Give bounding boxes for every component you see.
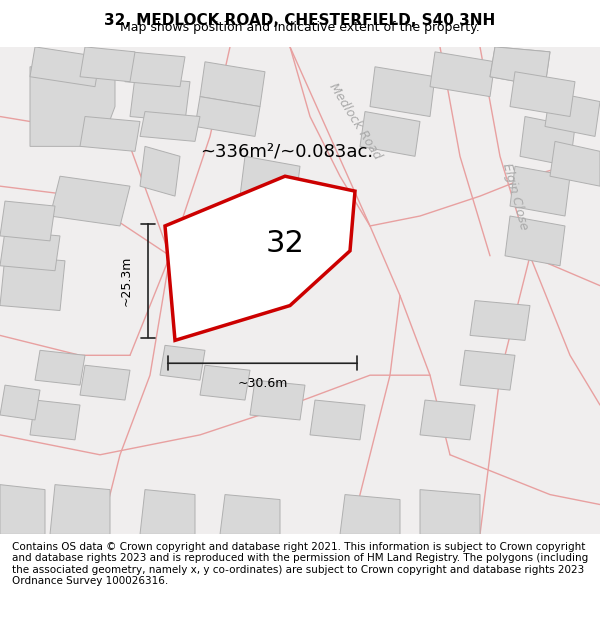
Polygon shape <box>140 146 180 196</box>
Polygon shape <box>490 47 550 87</box>
Polygon shape <box>370 67 435 116</box>
Polygon shape <box>490 47 550 87</box>
Polygon shape <box>420 400 475 440</box>
Polygon shape <box>0 484 45 534</box>
Polygon shape <box>220 494 280 534</box>
Polygon shape <box>80 365 130 400</box>
Polygon shape <box>35 351 85 385</box>
Polygon shape <box>0 231 60 271</box>
Polygon shape <box>195 97 260 136</box>
Polygon shape <box>520 116 575 166</box>
Polygon shape <box>510 166 570 216</box>
Polygon shape <box>430 52 495 97</box>
Polygon shape <box>140 489 195 534</box>
Polygon shape <box>200 365 250 400</box>
Text: ~30.6m: ~30.6m <box>238 377 287 389</box>
Polygon shape <box>165 176 355 341</box>
Text: Elgin Close: Elgin Close <box>500 161 530 231</box>
Polygon shape <box>30 67 115 146</box>
Polygon shape <box>200 62 265 107</box>
Polygon shape <box>240 211 295 251</box>
Text: 32: 32 <box>266 229 304 258</box>
Polygon shape <box>470 301 530 341</box>
Polygon shape <box>240 156 300 206</box>
Polygon shape <box>510 72 575 116</box>
Text: ~25.3m: ~25.3m <box>119 256 133 306</box>
Polygon shape <box>80 116 140 151</box>
Polygon shape <box>80 47 135 82</box>
Polygon shape <box>340 494 400 534</box>
Polygon shape <box>30 400 80 440</box>
Polygon shape <box>50 176 130 226</box>
Polygon shape <box>310 400 365 440</box>
Text: Medlock Road: Medlock Road <box>326 81 383 162</box>
Polygon shape <box>360 111 420 156</box>
Text: 32, MEDLOCK ROAD, CHESTERFIELD, S40 3NH: 32, MEDLOCK ROAD, CHESTERFIELD, S40 3NH <box>104 13 496 28</box>
Polygon shape <box>160 346 205 380</box>
Polygon shape <box>125 52 185 87</box>
Polygon shape <box>50 484 110 534</box>
Text: Contains OS data © Crown copyright and database right 2021. This information is : Contains OS data © Crown copyright and d… <box>12 542 588 586</box>
Polygon shape <box>0 256 65 311</box>
Polygon shape <box>130 77 190 121</box>
Polygon shape <box>460 351 515 390</box>
Polygon shape <box>0 201 55 241</box>
Polygon shape <box>235 251 290 291</box>
Polygon shape <box>30 47 100 87</box>
Polygon shape <box>545 92 600 136</box>
Polygon shape <box>0 385 40 420</box>
Text: Map shows position and indicative extent of the property.: Map shows position and indicative extent… <box>120 21 480 34</box>
Polygon shape <box>505 216 565 266</box>
Polygon shape <box>140 111 200 141</box>
Polygon shape <box>420 489 480 534</box>
Polygon shape <box>550 141 600 186</box>
Text: ~336m²/~0.083ac.: ~336m²/~0.083ac. <box>200 142 373 161</box>
Polygon shape <box>250 380 305 420</box>
